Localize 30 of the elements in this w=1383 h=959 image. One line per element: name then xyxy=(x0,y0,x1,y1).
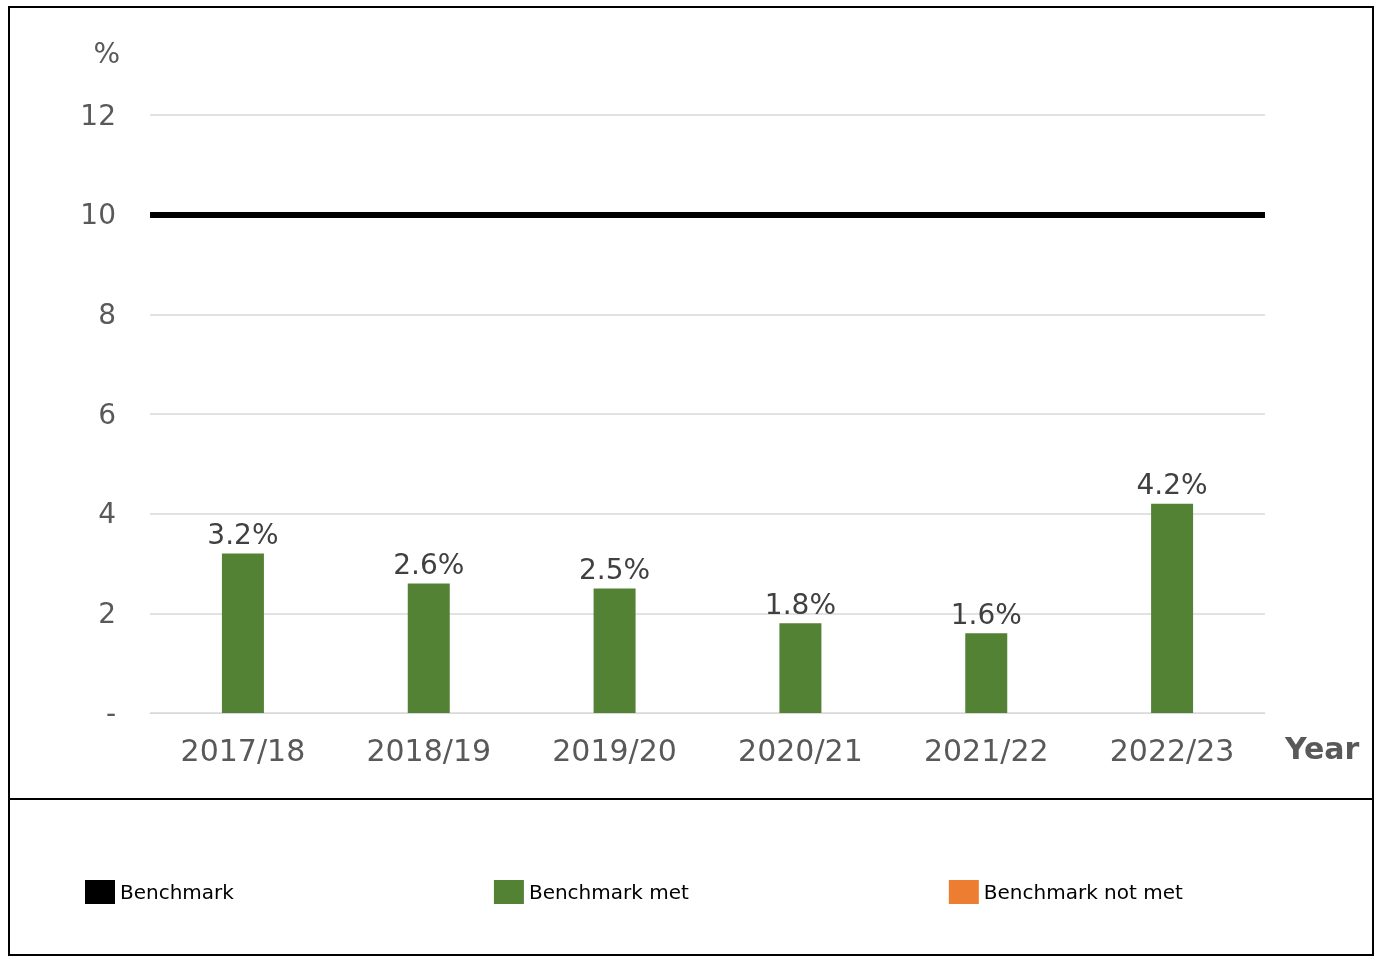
x-axis-title: Year xyxy=(1284,730,1360,766)
x-tick-label: 2019/20 xyxy=(552,732,677,768)
y-tick-label: 4 xyxy=(98,497,116,531)
data-label: 3.2% xyxy=(207,518,279,552)
bar xyxy=(965,633,1008,713)
data-label: 1.6% xyxy=(950,597,1022,631)
data-label: 4.2% xyxy=(1136,468,1208,502)
legend-label: Benchmark xyxy=(120,880,235,904)
y-tick-label: 6 xyxy=(98,397,116,431)
data-label: 2.5% xyxy=(579,552,651,586)
bar xyxy=(407,583,450,713)
y-tick-label: - xyxy=(105,696,116,730)
x-tick-label: 2021/22 xyxy=(923,732,1049,768)
bar xyxy=(593,588,636,713)
y-tick-label: 12 xyxy=(80,98,116,132)
y-axis-title: % xyxy=(93,36,120,70)
y-tick-label: 8 xyxy=(98,297,116,331)
x-tick-label: 2018/19 xyxy=(366,732,492,768)
legend-label: Benchmark not met xyxy=(983,880,1183,904)
bar xyxy=(221,553,264,713)
x-tick-label: 2017/18 xyxy=(180,732,306,768)
data-label: 2.6% xyxy=(393,547,465,581)
bar xyxy=(1151,503,1194,713)
data-label: 1.8% xyxy=(764,587,836,621)
legend-label: Benchmark met xyxy=(528,880,689,904)
y-tick-label: 2 xyxy=(98,596,116,630)
y-tick-label: 10 xyxy=(80,198,116,232)
x-tick-label: 2022/23 xyxy=(1109,732,1235,768)
bar xyxy=(779,623,822,713)
x-tick-label: 2020/21 xyxy=(738,732,863,768)
